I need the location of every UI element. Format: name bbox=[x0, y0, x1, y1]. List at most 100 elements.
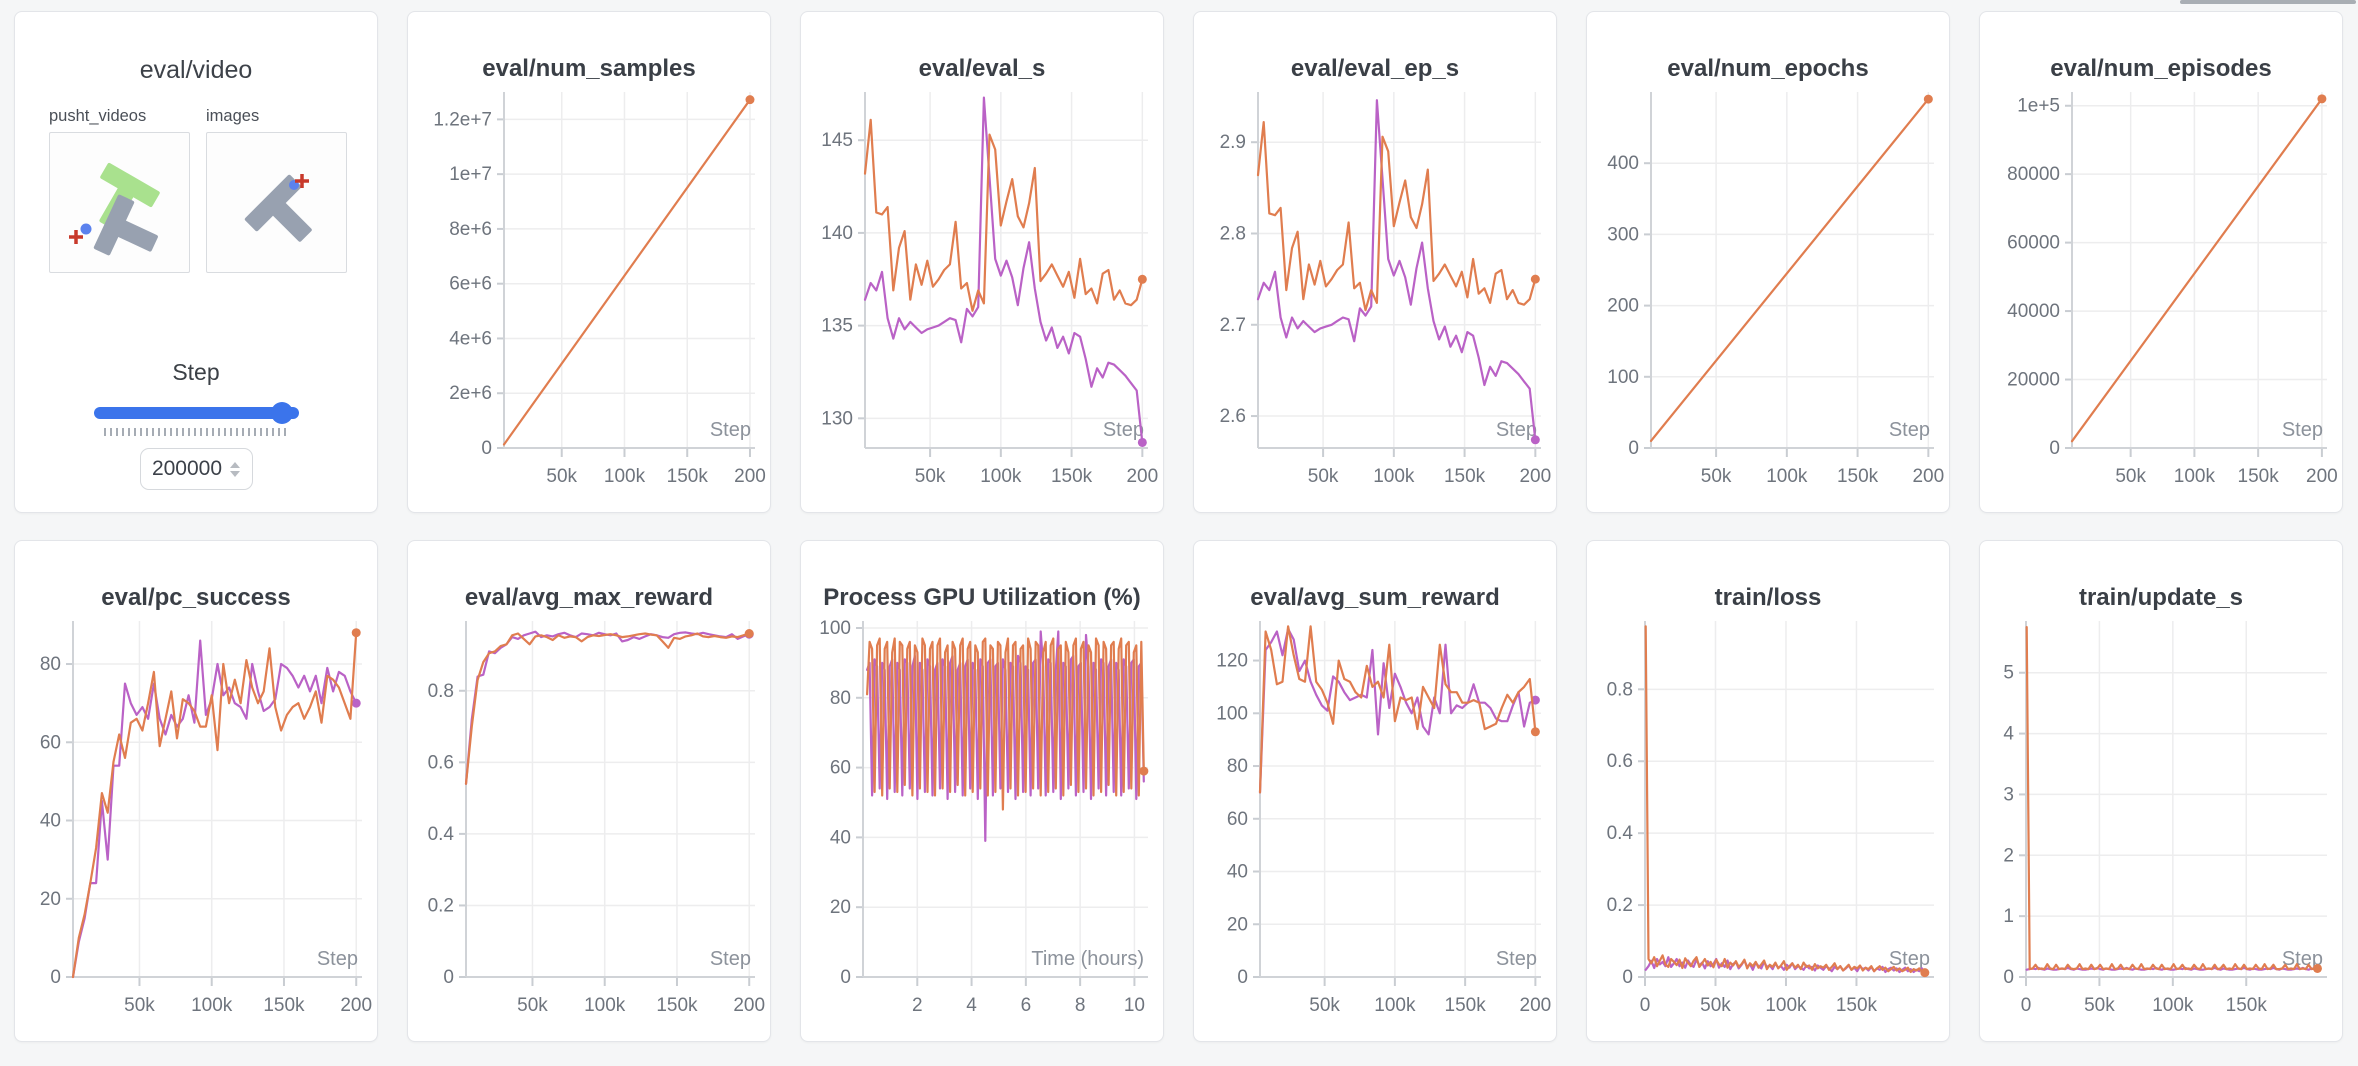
target-cross bbox=[295, 174, 309, 188]
chart-title: Process GPU Utilization (%) bbox=[823, 584, 1141, 611]
step-slider-thumb[interactable] bbox=[270, 402, 293, 424]
series-line-purple bbox=[863, 96, 1144, 444]
svg-text:2.6: 2.6 bbox=[1220, 406, 1246, 427]
svg-text:0: 0 bbox=[1628, 438, 1639, 459]
x-axis-label: Step bbox=[1496, 419, 1537, 441]
series-endpoint-dot-orange bbox=[2312, 963, 2322, 973]
svg-text:150k: 150k bbox=[667, 466, 709, 487]
step-slider[interactable] bbox=[93, 400, 299, 426]
chart-panel-train-update-s: train/update_s 0 50k 100k 150k 0 1 2 3 4 5 Step bbox=[1979, 540, 2343, 1042]
svg-text:150k: 150k bbox=[656, 995, 698, 1016]
target-cross bbox=[69, 230, 83, 244]
svg-text:100k: 100k bbox=[584, 995, 626, 1016]
svg-text:20000: 20000 bbox=[2007, 370, 2060, 391]
svg-text:200: 200 bbox=[1607, 296, 1639, 317]
svg-text:8e+6: 8e+6 bbox=[449, 219, 492, 240]
svg-text:100k: 100k bbox=[191, 995, 233, 1016]
svg-text:0.2: 0.2 bbox=[1607, 895, 1633, 916]
svg-text:50k: 50k bbox=[2115, 466, 2146, 487]
chart-plot-eval-pc-success[interactable]: 50k 100k 150k 200 0 20 40 60 80 Step bbox=[15, 613, 378, 1031]
series-line-purple bbox=[71, 639, 358, 979]
svg-text:50k: 50k bbox=[1700, 995, 1731, 1016]
svg-text:2e+6: 2e+6 bbox=[449, 383, 492, 404]
chart-plot-eval-num-epochs[interactable]: 50k 100k 150k 200 0 100 200 300 400 Step bbox=[1587, 84, 1950, 502]
svg-text:100k: 100k bbox=[1765, 995, 1807, 1016]
svg-text:0: 0 bbox=[1640, 995, 1651, 1016]
chart-plot-eval-num-episodes[interactable]: 50k 100k 150k 200 0 20000 40000 60000 80000 1e+5 S… bbox=[1980, 84, 2343, 502]
svg-text:100: 100 bbox=[819, 618, 851, 639]
svg-text:150k: 150k bbox=[1837, 466, 1879, 487]
axes bbox=[2065, 92, 2327, 457]
svg-text:40: 40 bbox=[1227, 862, 1248, 883]
gridlines bbox=[1260, 621, 1541, 978]
tick-labels: 0 50k 100k 150k 0 1 2 3 4 5 Step bbox=[2003, 663, 2323, 1016]
series-endpoint-dot-orange bbox=[1530, 727, 1540, 737]
chart-plot-train-update-s[interactable]: 0 50k 100k 150k 0 1 2 3 4 5 Step bbox=[1980, 613, 2343, 1031]
gridlines bbox=[466, 621, 755, 978]
svg-text:60: 60 bbox=[1227, 809, 1248, 830]
green-t-bar bbox=[100, 162, 160, 208]
tick-labels: 50k 100k 150k 200 0 2e+6 4e+6 6e+6 8e+6 1e+7 1.2e+… bbox=[433, 109, 765, 487]
svg-text:100: 100 bbox=[1216, 703, 1248, 724]
svg-text:150k: 150k bbox=[2238, 466, 2280, 487]
stepper-arrows[interactable] bbox=[230, 461, 241, 477]
svg-text:2.9: 2.9 bbox=[1220, 132, 1246, 153]
chart-plot-train-loss[interactable]: 0 50k 100k 150k 0 0.2 0.4 0.6 0.8 Step bbox=[1587, 613, 1950, 1031]
chart-title: eval/num_epochs bbox=[1667, 55, 1869, 82]
tick-labels: 50k 100k 150k 200 2.6 2.7 2.8 2.9 Step bbox=[1220, 132, 1552, 487]
tick-labels: 50k 100k 150k 200 0 20 40 60 80 100 120 Step bbox=[1216, 651, 1551, 1016]
svg-text:100k: 100k bbox=[1373, 466, 1415, 487]
svg-text:0: 0 bbox=[2049, 438, 2060, 459]
axes bbox=[858, 92, 1148, 457]
svg-text:0.8: 0.8 bbox=[1607, 679, 1633, 700]
svg-text:2: 2 bbox=[912, 995, 923, 1016]
series-line-purple bbox=[464, 630, 751, 785]
gray-t-bar bbox=[244, 174, 302, 232]
chart-plot-eval-num-samples[interactable]: 50k 100k 150k 200 0 2e+6 4e+6 6e+6 8e+6 1e+7 1.2e+… bbox=[408, 84, 771, 502]
step-increment-icon[interactable] bbox=[230, 461, 241, 468]
page-scrollbar[interactable] bbox=[2180, 0, 2356, 4]
svg-text:0: 0 bbox=[1622, 967, 1633, 988]
svg-text:100k: 100k bbox=[2174, 466, 2216, 487]
chart-plot-eval-eval-ep-s[interactable]: 50k 100k 150k 200 2.6 2.7 2.8 2.9 Step bbox=[1194, 84, 1557, 502]
chart-plot-eval-eval-s[interactable]: 50k 100k 150k 200 130 135 140 145 Step bbox=[801, 84, 1164, 502]
chart-panel-eval-avg-max-reward: eval/avg_max_reward 50k 100k 150k 200 0 0.2 0.4… bbox=[407, 540, 771, 1042]
chart-plot-eval-avg-max-reward[interactable]: 50k 100k 150k 200 0 0.2 0.4 0.6 0.8 Step bbox=[408, 613, 771, 1031]
series-line-orange bbox=[464, 632, 751, 785]
step-slider-track[interactable] bbox=[93, 407, 299, 419]
svg-text:20: 20 bbox=[830, 897, 851, 918]
chart-plot-eval-avg-sum-reward[interactable]: 50k 100k 150k 200 0 20 40 60 80 100 120 Step bbox=[1194, 613, 1557, 1031]
series-line-orange bbox=[1258, 625, 1537, 794]
svg-text:100: 100 bbox=[1607, 367, 1639, 388]
series-line-orange bbox=[1256, 120, 1537, 312]
chart-title: eval/pc_success bbox=[101, 584, 291, 611]
x-axis-label: Step bbox=[2282, 948, 2323, 970]
step-decrement-icon[interactable] bbox=[230, 470, 241, 477]
agent-dot bbox=[80, 223, 92, 235]
svg-text:6: 6 bbox=[1021, 995, 1032, 1016]
chart-title: eval/num_episodes bbox=[2050, 55, 2272, 82]
x-axis-label: Step bbox=[2282, 419, 2323, 441]
chart-title: eval/avg_sum_reward bbox=[1250, 584, 1500, 611]
media-thumbnails-row: pusht_videos bbox=[49, 107, 377, 273]
svg-text:4: 4 bbox=[966, 995, 977, 1016]
svg-text:60: 60 bbox=[830, 758, 851, 779]
svg-text:100k: 100k bbox=[2152, 995, 2194, 1016]
svg-text:100k: 100k bbox=[1374, 995, 1416, 1016]
series-line-orange bbox=[2025, 626, 2319, 971]
svg-text:50k: 50k bbox=[517, 995, 548, 1016]
svg-text:0.6: 0.6 bbox=[428, 752, 454, 773]
media-thumbnail-pusht-videos[interactable] bbox=[49, 132, 190, 273]
axes bbox=[459, 621, 755, 986]
media-caption-images: images bbox=[206, 107, 260, 125]
svg-text:20: 20 bbox=[40, 889, 61, 910]
svg-text:100k: 100k bbox=[604, 466, 646, 487]
svg-text:80: 80 bbox=[830, 688, 851, 709]
svg-text:6e+6: 6e+6 bbox=[449, 274, 492, 295]
svg-text:150k: 150k bbox=[1445, 995, 1487, 1016]
chart-panel-eval-num-episodes: eval/num_episodes 50k 100k 150k 200 0 20000 400… bbox=[1979, 11, 2343, 513]
step-value-input[interactable]: 200000 bbox=[139, 448, 253, 490]
media-thumbnail-images[interactable] bbox=[206, 132, 347, 273]
